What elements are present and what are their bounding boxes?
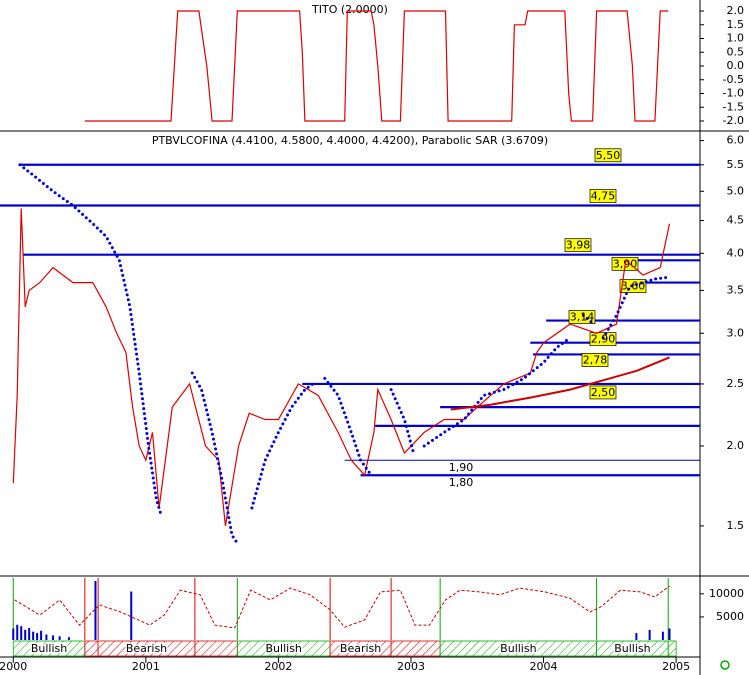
- y-tick-label: 3.5: [727, 283, 745, 296]
- y-tick-label: -1.0: [723, 87, 744, 100]
- volume-bar: [648, 629, 651, 640]
- y-tick-label: 5.5: [727, 158, 745, 171]
- level-label-box: [564, 238, 592, 253]
- volume-bar: [16, 624, 19, 640]
- level-label: 3,98: [566, 239, 591, 252]
- y-tick-label: 10000: [709, 587, 744, 600]
- volume-bar: [668, 628, 671, 640]
- level-label: 1,80: [449, 476, 474, 489]
- y-tick-label: -0.5: [723, 73, 744, 86]
- x-tick-label: 2002: [264, 660, 292, 673]
- y-tick-label: 0.5: [727, 45, 745, 58]
- y-tick-label: 2.0: [727, 4, 745, 17]
- x-tick-label: 2003: [397, 660, 425, 673]
- x-tick-label: 2000: [0, 660, 27, 673]
- regime-band: [390, 640, 441, 657]
- y-tick-label: -1.5: [723, 100, 744, 113]
- volume-bar: [36, 633, 39, 640]
- status-icon: [720, 660, 730, 670]
- level-label-box: [589, 385, 617, 400]
- regime-label: Bearish: [126, 642, 167, 655]
- volume-bar: [32, 631, 35, 640]
- regime-band: [667, 640, 677, 657]
- volume-bar: [52, 635, 55, 640]
- level-label: 1,90: [449, 461, 474, 474]
- indicator-line: [84, 10, 669, 122]
- regime-label: Bearish: [340, 642, 381, 655]
- volume-bar: [94, 580, 97, 640]
- y-tick-label: 4.0: [727, 246, 745, 259]
- volume-bar: [58, 636, 61, 640]
- panel-title: PTBVLCOFINA (4.4100, 4.5800, 4.4000, 4.4…: [152, 134, 548, 147]
- level-label: 3,14: [570, 311, 595, 324]
- regime-label: Bullish: [614, 642, 650, 655]
- y-tick-label: 1.5: [727, 18, 745, 31]
- regime-label: Bullish: [266, 642, 302, 655]
- volume-bar: [24, 629, 27, 640]
- volume-bar: [130, 591, 133, 640]
- volume-bar: [28, 628, 31, 640]
- volume-bar: [635, 633, 638, 640]
- regime-label: Bullish: [500, 642, 536, 655]
- level-label: 2,50: [591, 386, 616, 399]
- level-label-box: [568, 310, 596, 324]
- y-tick-label: 6.0: [727, 134, 745, 147]
- series-line: [450, 356, 670, 411]
- volume-bar: [20, 626, 23, 640]
- y-tick-label: 2.0: [727, 439, 745, 452]
- x-tick-label: 2001: [132, 660, 160, 673]
- y-tick-label: 2.5: [727, 377, 745, 390]
- regime-band: [194, 640, 238, 657]
- y-tick-label: 1.0: [727, 32, 745, 45]
- regime-band: [84, 640, 99, 657]
- panel-title: TITO (2.0000): [311, 3, 388, 16]
- regime-label: Bullish: [31, 642, 67, 655]
- level-label: 2,78: [583, 353, 608, 366]
- level-label-box: [594, 148, 622, 163]
- y-tick-label: 5000: [716, 610, 744, 623]
- level-label-box: [581, 353, 609, 367]
- x-tick-label: 2005: [662, 660, 690, 673]
- y-tick-label: 5.0: [727, 184, 745, 197]
- volume-bar: [45, 634, 48, 640]
- series-line: [12, 208, 671, 526]
- volume-bar: [40, 630, 43, 640]
- series-line: [14, 585, 670, 629]
- sar-dots: [18, 163, 671, 547]
- volume-bar: [67, 637, 70, 640]
- y-tick-label: 4.5: [727, 214, 745, 227]
- level-label: 5,50: [596, 149, 621, 162]
- y-tick-label: -2.0: [723, 114, 744, 127]
- volume-bar: [661, 631, 664, 640]
- level-label: 4,75: [591, 190, 616, 203]
- y-tick-label: 1.5: [727, 519, 745, 532]
- y-tick-label: 3.0: [727, 326, 745, 339]
- x-tick-label: 2004: [530, 660, 558, 673]
- y-tick-label: 0.0: [727, 59, 745, 72]
- volume-bar: [12, 628, 15, 640]
- level-label-box: [589, 189, 617, 203]
